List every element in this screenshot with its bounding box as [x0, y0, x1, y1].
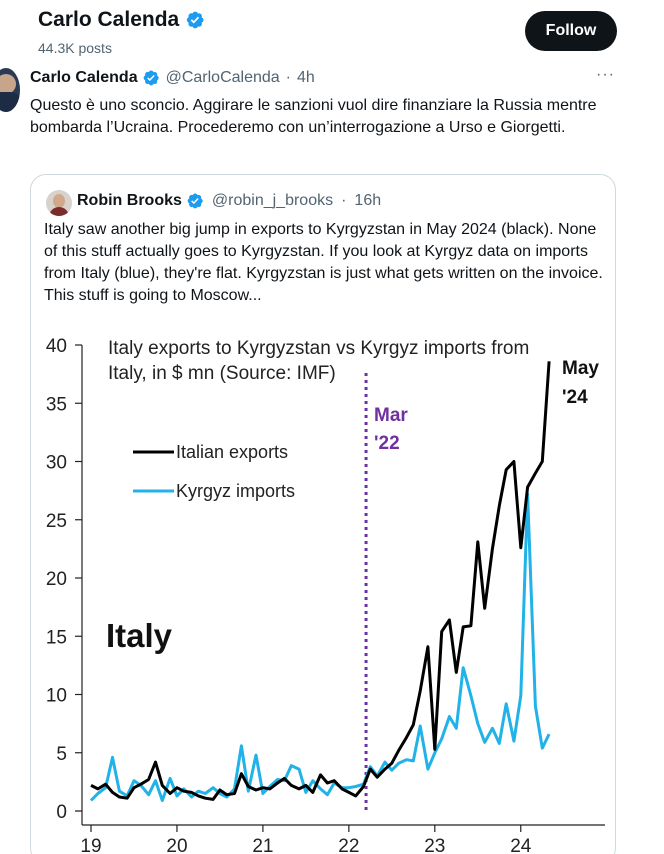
panel-label: Italy	[106, 617, 173, 654]
verified-badge-icon	[143, 70, 159, 86]
tweet-author-handle[interactable]: @CarloCalenda	[165, 69, 280, 86]
quoted-tweet-header: Robin Brooks @robin_j_brooks · 16h	[77, 192, 381, 210]
follow-button[interactable]: Follow	[525, 11, 617, 51]
legend: Italian exports Kyrgyz imports	[133, 442, 295, 501]
legend-exports-label: Italian exports	[176, 442, 288, 462]
tweet-avatar[interactable]	[0, 68, 20, 112]
tweet-author-name[interactable]: Carlo Calenda	[30, 69, 138, 86]
more-options-icon[interactable]: ···	[596, 66, 615, 83]
verified-badge-icon	[187, 11, 204, 29]
y-tick-label: 35	[46, 394, 67, 415]
profile-name-row: Carlo Calenda	[38, 8, 205, 32]
quoted-author-name: Robin Brooks	[77, 192, 182, 209]
y-tick-label: 0	[56, 802, 67, 823]
legend-imports-label: Kyrgyz imports	[176, 481, 295, 501]
quoted-tweet-card[interactable]: Robin Brooks @robin_j_brooks · 16h Italy…	[30, 174, 616, 854]
verified-badge-icon	[187, 193, 203, 209]
tweet-header: Carlo Calenda @CarloCalenda · 4h	[30, 69, 315, 87]
y-tick-label: 40	[46, 336, 67, 357]
y-axis: 0 5 10 15 20 25 30 35 40	[46, 336, 83, 825]
x-tick-label: 19	[80, 836, 101, 854]
separator-dot: ·	[341, 192, 347, 209]
quoted-tweet-text: Italy saw another big jump in exports to…	[44, 221, 603, 304]
tweet-text: Questo è uno sconcio. Aggirare le sanzio…	[30, 97, 597, 136]
marker-label-line2: '22	[374, 433, 400, 454]
y-tick-label: 30	[46, 453, 67, 474]
end-label-line2: '24	[562, 387, 588, 408]
separator-dot: ·	[285, 69, 291, 86]
quoted-tweet-timestamp: 16h	[354, 192, 382, 209]
y-tick-label: 10	[46, 686, 67, 707]
profile-header: Carlo Calenda 44.3K posts Follow	[0, 0, 664, 64]
chart-title-line2: Italy, in $ mn (Source: IMF)	[108, 363, 336, 384]
y-tick-label: 15	[46, 627, 67, 648]
tweet-timestamp[interactable]: 4h	[297, 69, 315, 86]
post-count: 44.3K posts	[38, 40, 112, 56]
quoted-author-avatar	[46, 190, 72, 216]
end-label-line1: May	[562, 358, 599, 379]
x-axis: 19 20 21 22 23 24	[80, 825, 532, 854]
chart-image: Italy exports to Kyrgyzstan vs Kyrgyz im…	[46, 336, 605, 854]
series-line-italian-exports	[90, 361, 551, 801]
series-line-kyrgyz-imports	[89, 492, 551, 802]
quoted-author-handle: @robin_j_brooks	[211, 192, 334, 209]
chart-title-line1: Italy exports to Kyrgyzstan vs Kyrgyz im…	[108, 338, 529, 359]
x-tick-label: 22	[338, 836, 359, 854]
x-tick-label: 24	[510, 836, 532, 854]
x-tick-label: 20	[166, 836, 187, 854]
marker-label-line1: Mar	[374, 405, 408, 426]
chart-title: Italy exports to Kyrgyzstan vs Kyrgyz im…	[108, 338, 529, 384]
y-tick-label: 5	[56, 744, 67, 765]
profile-name[interactable]: Carlo Calenda	[38, 8, 180, 31]
y-tick-label: 25	[46, 511, 67, 532]
x-tick-label: 21	[252, 836, 273, 854]
y-tick-label: 20	[46, 569, 67, 590]
x-tick-label: 23	[424, 836, 445, 854]
